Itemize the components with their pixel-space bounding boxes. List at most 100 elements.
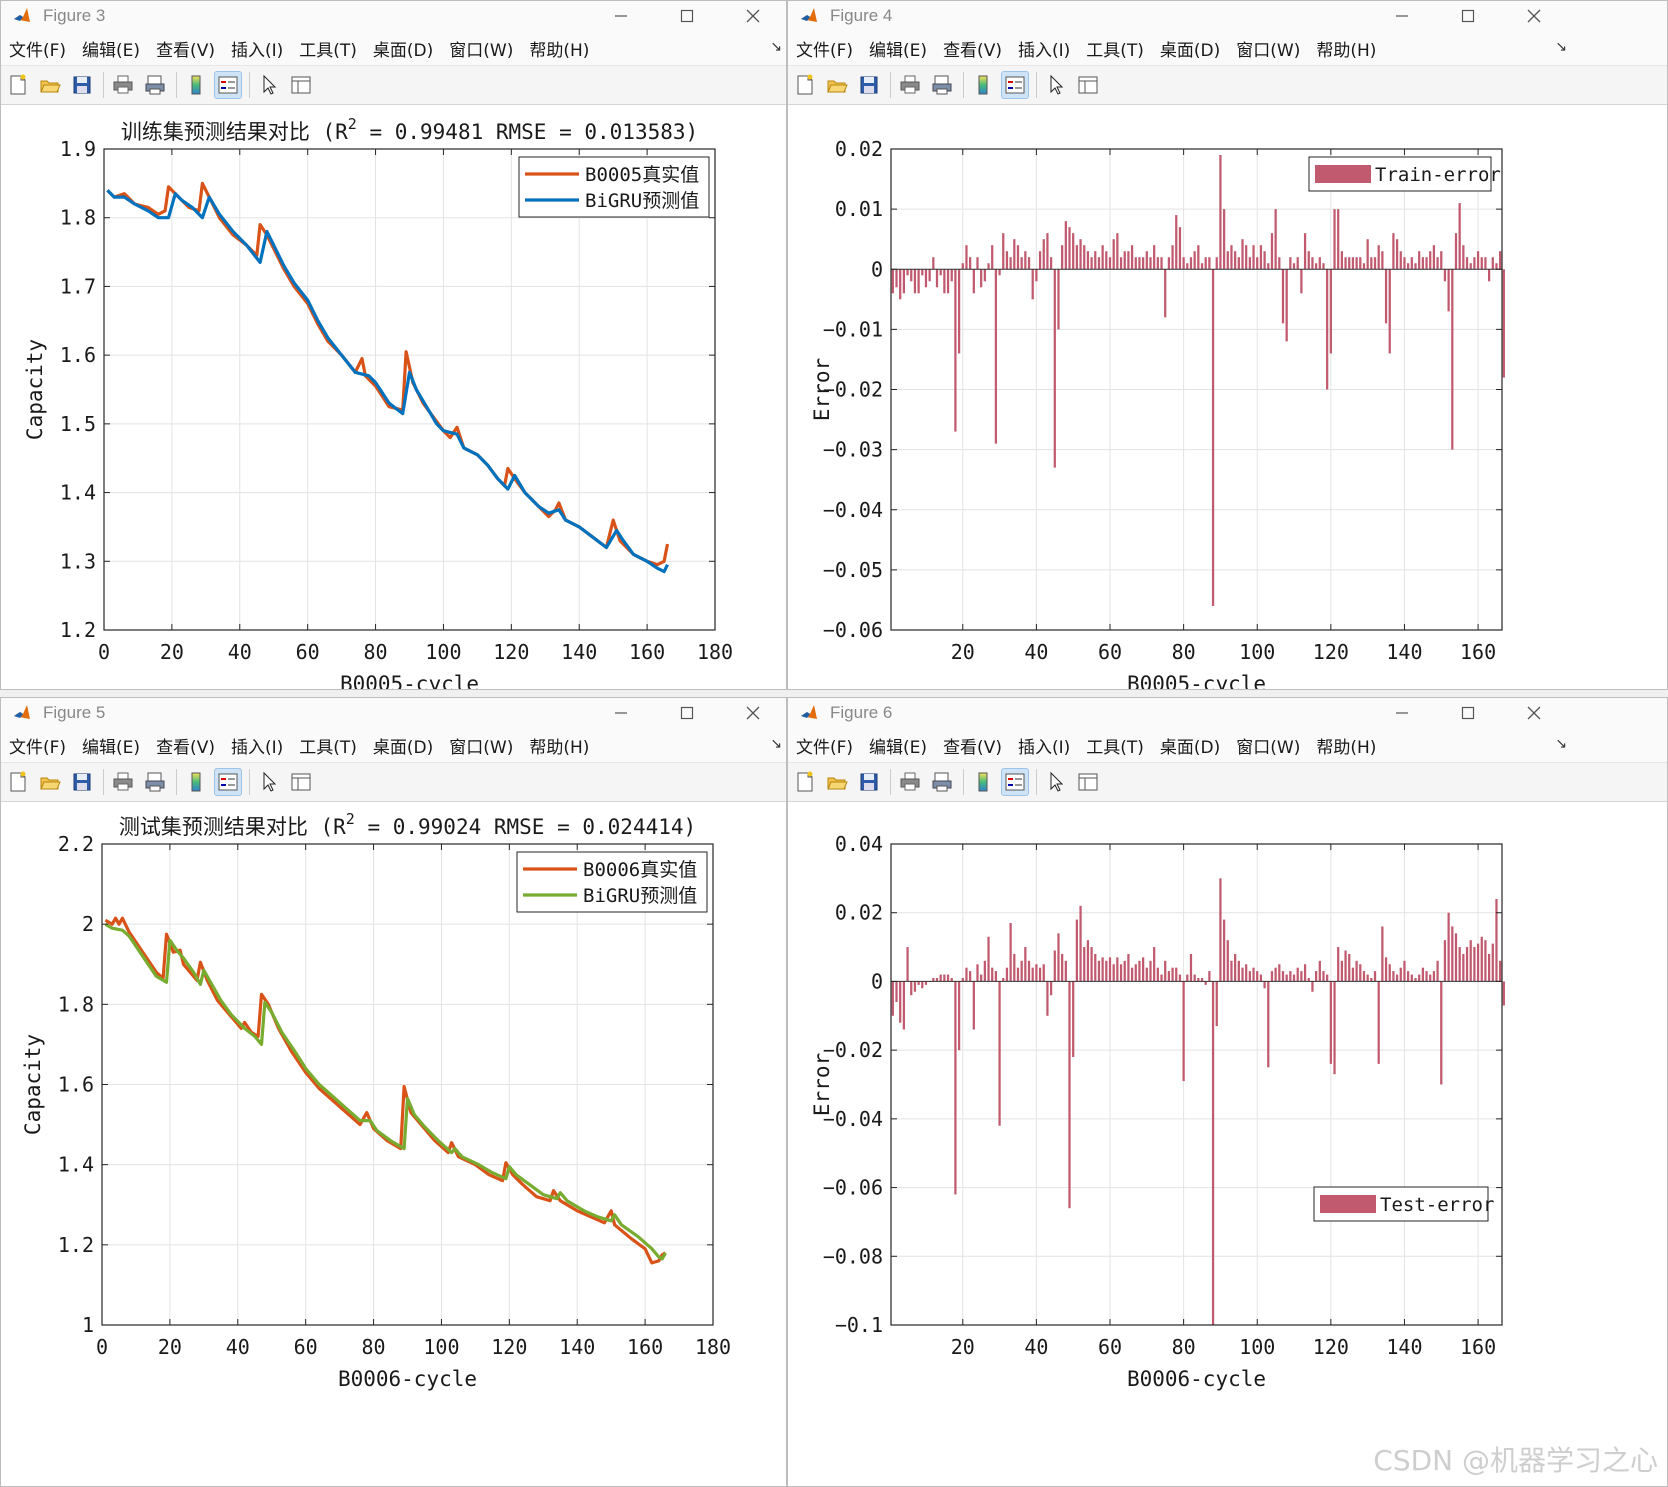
menu-insert[interactable]: 插入(I)	[1017, 40, 1071, 61]
title-bar[interactable]: Figure 5	[1, 698, 786, 728]
menu-window[interactable]: 窗口(W)	[1236, 737, 1301, 758]
menu-edit[interactable]: 编辑(E)	[869, 737, 928, 758]
double-chevron-icon[interactable]: ↘	[770, 736, 782, 752]
property-inspector-icon[interactable]	[288, 769, 314, 795]
close-icon[interactable]	[720, 1, 786, 31]
open-file-icon[interactable]	[824, 72, 850, 98]
open-file-icon[interactable]	[37, 72, 63, 98]
print-icon[interactable]	[897, 72, 923, 98]
menu-tools[interactable]: 工具(T)	[1086, 40, 1144, 61]
pointer-icon[interactable]	[1043, 72, 1069, 98]
save-icon[interactable]	[856, 769, 882, 795]
menu-desktop[interactable]: 桌面(D)	[1159, 737, 1221, 758]
maximize-icon[interactable]	[654, 1, 720, 31]
print-icon[interactable]	[897, 769, 923, 795]
legend[interactable]: B0006真实值 BiGRU预测值	[516, 851, 708, 913]
axes-background	[891, 844, 1502, 1325]
maximize-icon[interactable]	[654, 698, 720, 728]
menu-insert[interactable]: 插入(I)	[230, 40, 284, 61]
save-icon[interactable]	[69, 72, 95, 98]
new-figure-icon[interactable]	[792, 72, 818, 98]
print-icon[interactable]	[110, 769, 136, 795]
title-bar[interactable]: Figure 6	[788, 698, 1667, 728]
legend-icon[interactable]	[214, 71, 242, 99]
maximize-icon[interactable]	[1435, 698, 1501, 728]
menu-edit[interactable]: 编辑(E)	[82, 737, 141, 758]
menu-desktop[interactable]: 桌面(D)	[1159, 40, 1221, 61]
maximize-icon[interactable]	[1435, 1, 1501, 31]
menu-help[interactable]: 帮助(H)	[1316, 40, 1377, 61]
menu-file[interactable]: 文件(F)	[9, 40, 67, 61]
menu-edit[interactable]: 编辑(E)	[869, 40, 928, 61]
minimize-icon[interactable]	[1369, 1, 1435, 31]
menu-help[interactable]: 帮助(H)	[1316, 737, 1377, 758]
close-icon[interactable]	[1501, 1, 1567, 31]
menu-desktop[interactable]: 桌面(D)	[372, 737, 434, 758]
legend[interactable]: Train-error	[1308, 156, 1501, 192]
colorbar-icon[interactable]	[970, 769, 996, 795]
legend-icon[interactable]	[1001, 768, 1029, 796]
double-chevron-icon[interactable]: ↘	[770, 39, 782, 55]
menu-tools[interactable]: 工具(T)	[299, 40, 357, 61]
figure-window[interactable]: Figure 4 文件(F) 编辑(E) 查看(V) 插入(I) 工具(T) 桌…	[787, 0, 1668, 690]
property-inspector-icon[interactable]	[288, 72, 314, 98]
menu-edit[interactable]: 编辑(E)	[82, 40, 141, 61]
print-preview-icon[interactable]	[142, 769, 168, 795]
colorbar-icon[interactable]	[183, 769, 209, 795]
print-preview-icon[interactable]	[929, 72, 955, 98]
double-chevron-icon[interactable]: ↘	[1555, 39, 1567, 55]
x-tick-label: 20	[951, 1335, 975, 1359]
menu-view[interactable]: 查看(V)	[156, 40, 215, 61]
open-file-icon[interactable]	[37, 769, 63, 795]
menu-tools[interactable]: 工具(T)	[1086, 737, 1144, 758]
new-figure-icon[interactable]	[5, 769, 31, 795]
legend-icon[interactable]	[1001, 71, 1029, 99]
error-bar	[1414, 263, 1417, 270]
close-icon[interactable]	[1501, 698, 1567, 728]
figure-window[interactable]: Figure 5 文件(F) 编辑(E) 查看(V) 插入(I) 工具(T) 桌…	[0, 697, 787, 1487]
figure-window[interactable]: Figure 3 文件(F) 编辑(E) 查看(V) 插入(I) 工具(T) 桌…	[0, 0, 787, 690]
save-icon[interactable]	[856, 72, 882, 98]
property-inspector-icon[interactable]	[1075, 769, 1101, 795]
figure-window[interactable]: Figure 6 文件(F) 编辑(E) 查看(V) 插入(I) 工具(T) 桌…	[787, 697, 1668, 1487]
menu-window[interactable]: 窗口(W)	[449, 737, 514, 758]
menu-help[interactable]: 帮助(H)	[529, 737, 590, 758]
minimize-icon[interactable]	[1369, 698, 1435, 728]
property-inspector-icon[interactable]	[1075, 72, 1101, 98]
menu-help[interactable]: 帮助(H)	[529, 40, 590, 61]
colorbar-icon[interactable]	[183, 72, 209, 98]
double-chevron-icon[interactable]: ↘	[1555, 736, 1567, 752]
legend-icon[interactable]	[214, 768, 242, 796]
menu-insert[interactable]: 插入(I)	[230, 737, 284, 758]
save-icon[interactable]	[69, 769, 95, 795]
print-preview-icon[interactable]	[142, 72, 168, 98]
title-bar[interactable]: Figure 3	[1, 1, 786, 31]
menu-file[interactable]: 文件(F)	[9, 737, 67, 758]
minimize-icon[interactable]	[588, 698, 654, 728]
minimize-icon[interactable]	[588, 1, 654, 31]
open-file-icon[interactable]	[824, 769, 850, 795]
menu-window[interactable]: 窗口(W)	[1236, 40, 1301, 61]
menu-view[interactable]: 查看(V)	[943, 40, 1002, 61]
new-figure-icon[interactable]	[5, 72, 31, 98]
legend-entry: BiGRU预测值	[583, 885, 697, 907]
legend[interactable]: B0005真实值 BiGRU预测值	[518, 156, 710, 218]
legend[interactable]: Test-error	[1313, 1186, 1494, 1222]
colorbar-icon[interactable]	[970, 72, 996, 98]
print-preview-icon[interactable]	[929, 769, 955, 795]
pointer-icon[interactable]	[256, 769, 282, 795]
title-bar[interactable]: Figure 4	[788, 1, 1667, 31]
menu-desktop[interactable]: 桌面(D)	[372, 40, 434, 61]
menu-view[interactable]: 查看(V)	[156, 737, 215, 758]
close-icon[interactable]	[720, 698, 786, 728]
new-figure-icon[interactable]	[792, 769, 818, 795]
menu-tools[interactable]: 工具(T)	[299, 737, 357, 758]
menu-insert[interactable]: 插入(I)	[1017, 737, 1071, 758]
print-icon[interactable]	[110, 72, 136, 98]
pointer-icon[interactable]	[1043, 769, 1069, 795]
menu-view[interactable]: 查看(V)	[943, 737, 1002, 758]
menu-file[interactable]: 文件(F)	[796, 737, 854, 758]
pointer-icon[interactable]	[256, 72, 282, 98]
menu-window[interactable]: 窗口(W)	[449, 40, 514, 61]
menu-file[interactable]: 文件(F)	[796, 40, 854, 61]
